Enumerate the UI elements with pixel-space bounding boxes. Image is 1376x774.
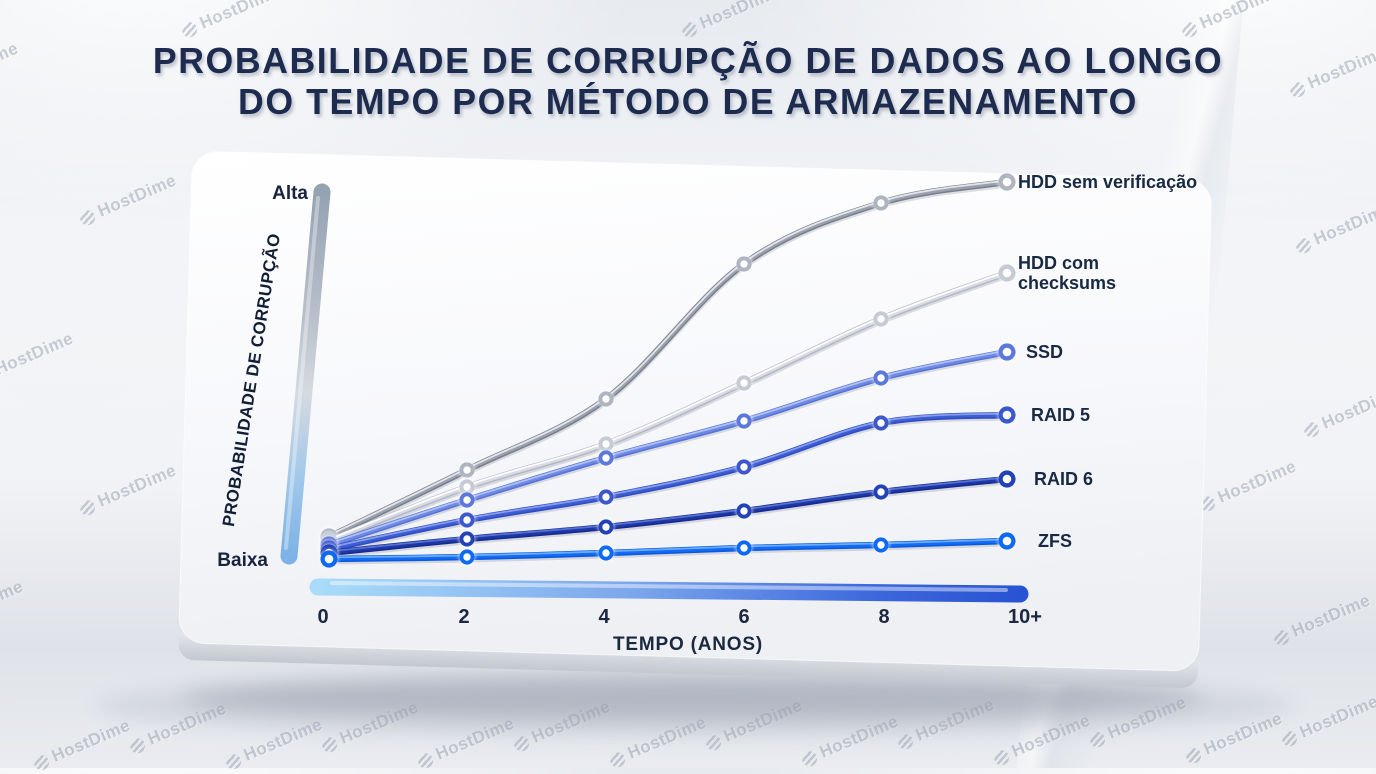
legend-raid-5: RAID 5 [1031, 405, 1091, 425]
data-point-raid-6-6 [736, 503, 752, 519]
x-tick-4: 4 [598, 606, 610, 628]
data-point-raid-5-2 [459, 512, 475, 528]
y-axis-top-label: Alta [272, 183, 308, 204]
series-raid-6 [320, 470, 1016, 562]
chart-title-line1: PROBABILIDADE DE CORRUPÇÃO DE DADOS AO L… [152, 40, 1224, 81]
data-point-raid-6-4 [598, 519, 614, 535]
x-tick-0: 0 [317, 606, 329, 628]
y-axis-bar [280, 183, 331, 565]
chart-title-line2: DO TEMPO POR MÉTODO DE ARMAZENAMENTO [238, 81, 1138, 122]
x-tick-2: 2 [458, 606, 470, 628]
data-point-hdd-sem-verificacao-2 [459, 462, 475, 478]
legend-ssd: SSD [1026, 342, 1064, 362]
data-point-hdd-com-checksums-8 [873, 311, 889, 327]
x-axis-bar [309, 578, 1029, 603]
data-point-hdd-com-checksums-6 [736, 375, 752, 391]
data-point-hdd-sem-verificacao-10 [998, 173, 1016, 191]
data-point-ssd-4 [598, 450, 614, 466]
data-point-hdd-sem-verificacao-8 [873, 195, 889, 211]
data-point-zfs-2 [459, 549, 475, 565]
series-hdd-sem-verificacao [320, 173, 1016, 546]
x-axis-title: TEMPO (ANOS) [613, 634, 763, 655]
data-point-hdd-sem-verificacao-6 [736, 256, 752, 272]
legend-hdd-com-checksums: HDD com checksums [1018, 253, 1117, 293]
data-point-raid-5-10 [998, 406, 1016, 424]
series-ssd [320, 343, 1016, 554]
series-hdd-com-checksums [320, 264, 1016, 550]
data-point-ssd-2 [459, 492, 475, 508]
data-point-zfs-8 [873, 537, 889, 553]
series-raid-5 [320, 406, 1016, 558]
y-axis-bottom-label: Baixa [217, 550, 268, 571]
data-point-raid-5-4 [598, 489, 614, 505]
data-point-zfs-0 [320, 550, 338, 568]
data-point-hdd-sem-verificacao-4 [598, 391, 614, 407]
x-tick-6: 6 [738, 606, 750, 628]
data-point-raid-5-8 [873, 415, 889, 431]
data-point-raid-6-10 [998, 470, 1016, 488]
chart-title: PROBABILIDADE DE CORRUPÇÃO DE DADOS AO L… [0, 40, 1376, 122]
data-point-ssd-10 [998, 343, 1016, 361]
data-point-hdd-com-checksums-10 [998, 264, 1016, 282]
data-point-zfs-6 [736, 540, 752, 556]
data-point-hdd-com-checksums-2 [459, 479, 475, 495]
legend-raid-6: RAID 6 [1034, 469, 1094, 489]
data-point-raid-6-2 [459, 531, 475, 547]
data-point-ssd-8 [873, 370, 889, 386]
data-point-raid-5-6 [736, 459, 752, 475]
data-point-ssd-6 [736, 413, 752, 429]
data-point-zfs-10 [998, 532, 1016, 550]
legend-zfs: ZFS [1038, 531, 1072, 551]
data-point-hdd-com-checksums-4 [598, 436, 614, 452]
series-zfs [320, 532, 1016, 568]
legend-hdd-sem-verificacao: HDD sem verificação [1018, 172, 1198, 192]
x-tick-10: 10+ [1008, 606, 1042, 628]
x-tick-8: 8 [878, 606, 890, 628]
data-point-zfs-4 [598, 545, 614, 561]
data-point-raid-6-8 [873, 484, 889, 500]
